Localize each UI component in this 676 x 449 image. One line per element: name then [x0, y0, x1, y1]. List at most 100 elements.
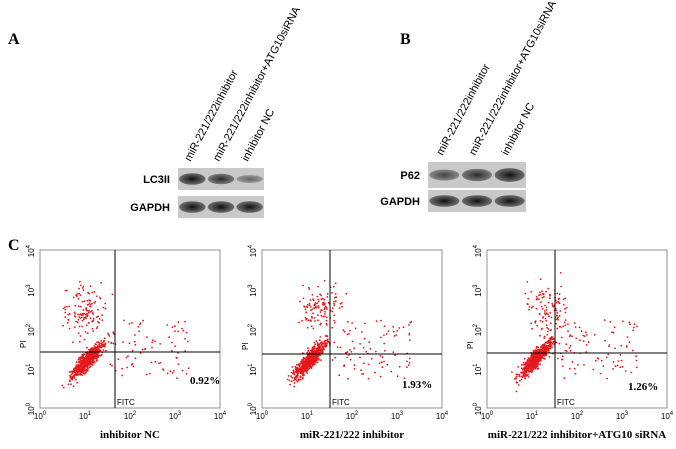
event-dot: [543, 335, 546, 338]
event-dot: [333, 304, 336, 307]
event-dot: [299, 375, 302, 378]
blot-band: [236, 175, 263, 183]
panel-label: A: [8, 31, 20, 48]
y-tick-label: 102: [248, 323, 258, 336]
event-dot: [385, 333, 388, 335]
event-dot: [108, 335, 111, 337]
event-dot: [621, 365, 624, 368]
event-dot: [100, 340, 103, 342]
event-dot: [306, 306, 309, 309]
band-label: GAPDH: [130, 202, 170, 214]
event-dot: [608, 345, 610, 348]
event-dot: [552, 342, 554, 344]
event-dot: [346, 333, 349, 336]
event-dot: [316, 295, 319, 298]
event-dot: [79, 284, 82, 287]
event-dot: [341, 302, 343, 304]
event-dot: [81, 312, 84, 315]
event-dot: [569, 349, 572, 352]
event-dot: [539, 363, 542, 365]
event-dot: [316, 306, 318, 308]
event-dot: [139, 352, 142, 354]
tick-base: 10: [256, 412, 265, 421]
event-dot: [541, 356, 544, 358]
blot-band: [207, 173, 235, 185]
event-dot: [299, 378, 302, 381]
tick-base: 10: [436, 412, 445, 421]
event-dot: [548, 315, 550, 318]
event-dot: [110, 342, 113, 344]
plot-caption: miR-221/222 inhibitor: [300, 429, 404, 441]
x-tick-label: 101: [526, 411, 539, 421]
event-dot: [635, 355, 638, 358]
event-dot: [383, 334, 385, 337]
event-dot: [319, 311, 322, 313]
event-dot: [311, 308, 314, 311]
event-dot: [558, 293, 561, 295]
event-dot: [320, 344, 323, 346]
event-dot: [66, 321, 69, 324]
event-dot: [526, 367, 528, 370]
event-dot: [70, 383, 72, 386]
event-dot: [544, 313, 547, 316]
event-dot: [313, 355, 316, 358]
event-dot: [381, 356, 384, 358]
event-dot: [305, 317, 308, 320]
event-dot: [301, 366, 304, 368]
event-dot: [531, 327, 533, 330]
event-dot: [585, 331, 587, 334]
event-dot: [316, 357, 319, 359]
event-dot: [88, 309, 90, 312]
x-tick-label: 103: [169, 411, 182, 421]
event-dot: [298, 366, 301, 368]
event-dot: [77, 332, 80, 334]
event-dot: [528, 370, 530, 373]
event-dot: [524, 292, 527, 295]
event-dot: [599, 372, 602, 375]
event-dot: [302, 370, 305, 372]
event-dot: [606, 377, 608, 380]
event-dot: [538, 298, 540, 300]
tick-exp: 4: [248, 244, 254, 248]
event-dot: [616, 364, 619, 367]
event-dot: [93, 345, 96, 347]
event-dot: [571, 335, 573, 338]
event-dot: [326, 338, 329, 340]
event-dot: [325, 345, 327, 348]
event-dot: [107, 340, 110, 343]
event-dot: [92, 352, 94, 355]
event-dot: [321, 297, 324, 300]
event-dot: [325, 308, 328, 311]
event-dot: [83, 338, 86, 341]
event-dot: [345, 292, 348, 295]
tick-exp: 1: [26, 363, 32, 367]
event-dot: [314, 343, 317, 346]
event-dot: [170, 349, 173, 352]
event-dot: [286, 378, 289, 381]
event-dot: [545, 312, 548, 315]
event-dot: [564, 324, 567, 327]
event-dot: [538, 313, 541, 316]
event-dot: [112, 331, 115, 334]
event-dot: [339, 302, 342, 305]
event-dot: [318, 349, 321, 351]
event-dot: [531, 354, 534, 357]
event-dot: [568, 335, 571, 338]
tick-exp: 1: [88, 411, 92, 417]
event-dot: [310, 367, 313, 370]
event-dot: [613, 326, 616, 329]
event-dot: [81, 374, 83, 377]
event-dot: [78, 325, 81, 328]
event-dot: [89, 310, 92, 313]
event-dot: [93, 354, 96, 357]
event-dot: [64, 311, 67, 314]
event-dot: [579, 339, 581, 341]
y-tick-label: 103: [473, 284, 483, 297]
event-dot: [524, 371, 527, 374]
event-dot: [546, 342, 549, 345]
event-dot: [539, 320, 542, 322]
event-dot: [348, 354, 350, 356]
event-dot: [396, 329, 398, 332]
tick-exp: 3: [248, 284, 254, 288]
event-dot: [187, 367, 190, 370]
